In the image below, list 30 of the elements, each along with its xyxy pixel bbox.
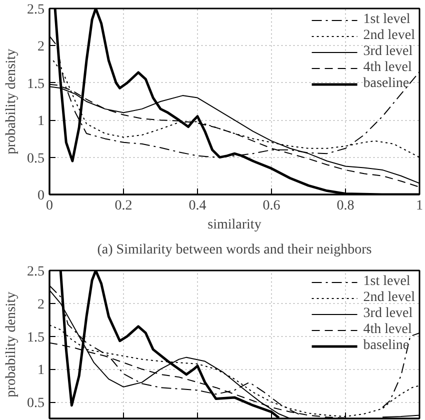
- y-tick-label: 2: [38, 297, 44, 312]
- y-tick-label: 1: [38, 363, 44, 378]
- legend-label: 2nd level: [363, 28, 415, 44]
- legend-label: 1st level: [363, 274, 410, 290]
- y-tick-label: 2.5: [27, 2, 44, 18]
- legend-label: baseline: [363, 338, 410, 354]
- y-tick-label: 0.5: [27, 396, 44, 412]
- legend-label: 3rd level: [363, 44, 413, 60]
- x-tick-label: 1: [416, 198, 423, 214]
- y-tick-label: 2: [38, 40, 44, 55]
- legend-label: 4th level: [363, 60, 412, 76]
- y-tick-label: 2.5: [27, 264, 44, 280]
- x-axis-title: similarity: [208, 218, 262, 232]
- y-tick-label: 0: [38, 188, 44, 204]
- legend-label: 1st level: [363, 12, 410, 28]
- legend-label: 4th level: [363, 322, 412, 338]
- x-tick-label: 0.2: [114, 198, 132, 214]
- y-axis-title: probability density: [4, 48, 19, 154]
- y-tick-label: 1.5: [27, 330, 44, 346]
- legend-label: 3rd level: [363, 306, 413, 322]
- legend-label: 2nd level: [363, 290, 415, 306]
- text: (a) Similarity between words and their neighbors: [97, 242, 372, 258]
- legend-label: baseline: [363, 76, 410, 92]
- y-tick-label: 0.5: [27, 151, 44, 166]
- y-axis-title: probability density: [4, 292, 19, 398]
- x-tick-label: 0.4: [188, 198, 206, 214]
- x-tick-label: 0.6: [262, 198, 280, 214]
- y-tick-label: 1: [38, 114, 44, 130]
- x-tick-label: 0.8: [336, 198, 354, 214]
- y-tick-label: 1.5: [27, 76, 44, 92]
